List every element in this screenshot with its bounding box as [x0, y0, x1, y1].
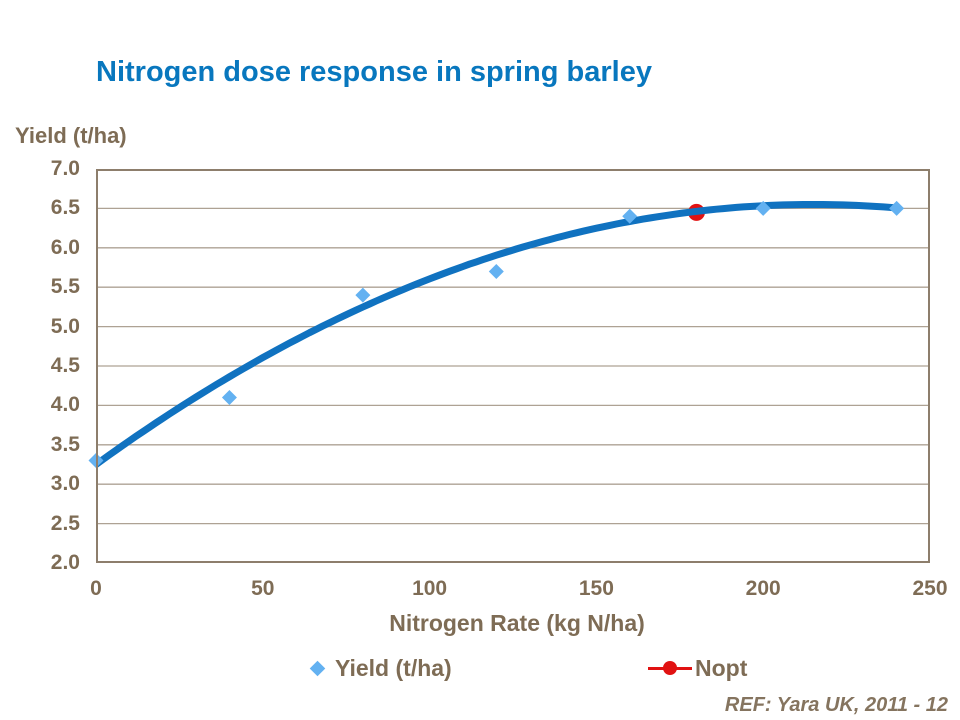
x-tick-label: 50: [251, 577, 275, 600]
yield-diamond-icon: [309, 660, 326, 676]
x-tick-label: 150: [578, 577, 614, 600]
y-tick-label: 5.5: [50, 275, 80, 299]
y-tick-label: 6.5: [50, 196, 80, 220]
legend-item-yield: Yield (t/ha): [308, 655, 452, 681]
y-tick-label: 4.5: [50, 354, 80, 377]
legend-item-label: Nopt: [695, 654, 748, 681]
y-tick-label: 7.0: [50, 157, 80, 180]
chart-svg: [88, 169, 930, 563]
y-axis-title: Yield (t/ha): [15, 123, 127, 148]
y-tick-label: 4.0: [50, 393, 80, 417]
x-tick-label: 100: [412, 577, 448, 600]
y-tick-label: 6.0: [50, 235, 80, 259]
y-tick-label: 3.5: [50, 432, 80, 456]
nopt-dot: [663, 661, 677, 675]
x-tick-label: 250: [912, 577, 948, 600]
y-tick-label: 3.0: [50, 472, 80, 496]
x-axis-title: Nitrogen Rate (kg N/ha): [389, 610, 645, 636]
nopt-marker-icon: [648, 661, 692, 676]
legend-item-label: Yield (t/ha): [335, 654, 452, 681]
plot-area: [88, 169, 930, 563]
y-tick-label: 2.5: [50, 511, 80, 535]
y-tick-label: 2.0: [50, 551, 80, 574]
y-tick-label: 5.0: [50, 314, 80, 338]
page-title: Nitrogen dose response in spring barley: [96, 56, 652, 88]
x-tick-label: 200: [745, 577, 781, 600]
legend-item-nopt: Nopt: [648, 655, 747, 681]
x-tick-label: 0: [90, 577, 102, 600]
reference-text: REF: Yara UK, 2011 - 12: [724, 694, 948, 716]
